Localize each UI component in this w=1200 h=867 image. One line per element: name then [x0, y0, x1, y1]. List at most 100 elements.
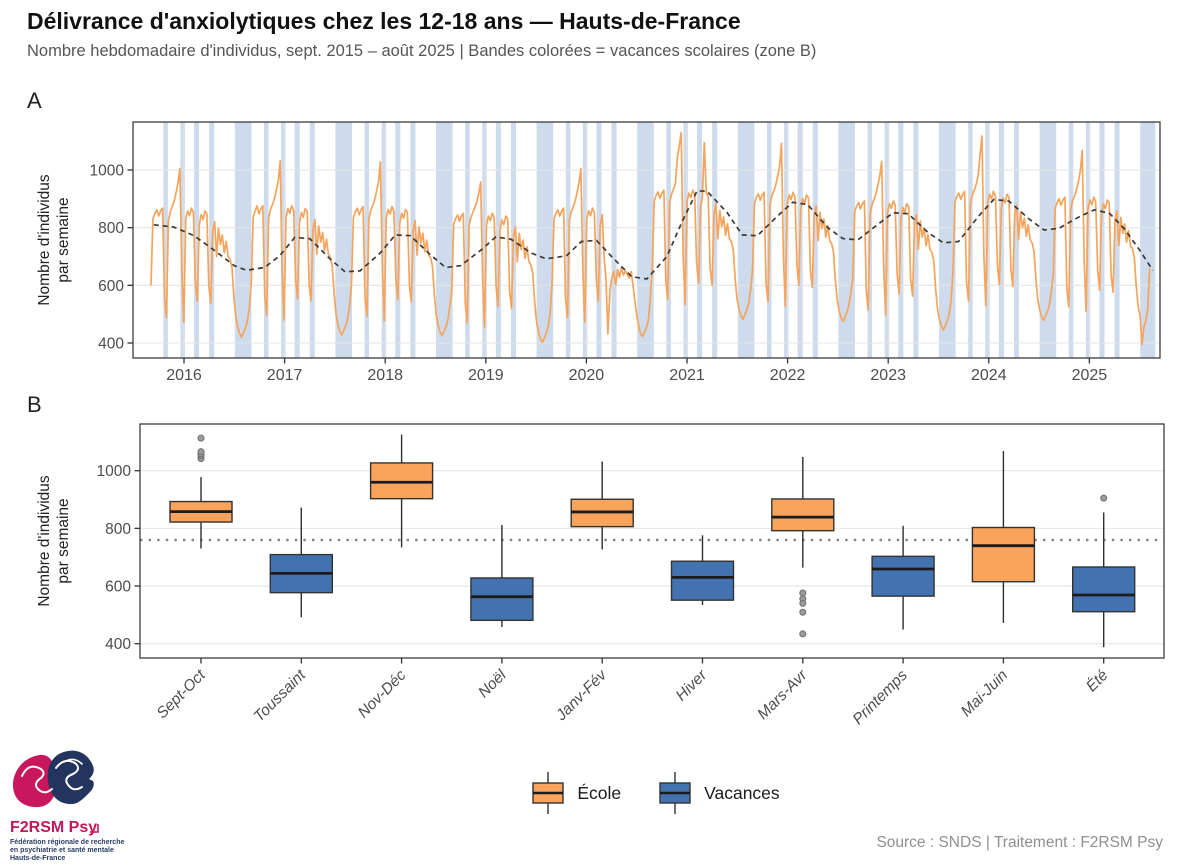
vacation-band: [611, 122, 617, 358]
logo-subtitle-line1: Fédération régionale de recherche: [10, 839, 124, 846]
boxplot-1: [169, 434, 233, 549]
timeseries-panel: 2016 2017 2018 2019 2020 2021 2022 2023 2024 2025…: [36, 121, 1161, 384]
vacation-band: [180, 122, 186, 358]
svg-text:2022: 2022: [770, 367, 806, 384]
svg-text:2025: 2025: [1072, 367, 1108, 384]
svg-text:Été: Été: [1083, 667, 1112, 696]
boxplot-9: [971, 451, 1036, 623]
vacation-band: [335, 122, 353, 358]
svg-text:Mars-Avr: Mars-Avr: [754, 666, 811, 723]
boxplot-10: [1071, 494, 1136, 648]
legend-label-ecole: École: [577, 782, 622, 803]
vacation-band: [465, 122, 470, 358]
vacation-band: [812, 122, 818, 358]
vacation-band: [596, 122, 602, 358]
outlier-point: [799, 589, 807, 597]
legend: École Vacances: [55, 770, 1200, 816]
outlier-point: [1100, 494, 1108, 502]
svg-text:2016: 2016: [166, 367, 202, 384]
vacation-band: [395, 122, 401, 358]
boxplot-glyph-ecole-icon: [532, 772, 565, 814]
legend-item-ecole: École: [530, 770, 621, 816]
boxplot-5: [570, 461, 634, 550]
weekly-series-line: [150, 131, 1151, 346]
svg-text:Janv-Fév: Janv-Fév: [552, 666, 611, 725]
svg-text:Nov-Déc: Nov-Déc: [355, 667, 410, 722]
vacation-band: [1039, 122, 1057, 358]
svg-text:1000: 1000: [97, 463, 132, 480]
boxplot-panel: Sept-Oct Toussaint Nov-Déc Noël Janv-Fév Hive…: [36, 423, 1165, 728]
vacation-band: [582, 122, 588, 358]
vacation-band: [163, 122, 168, 358]
vacation-band: [637, 122, 654, 358]
vacation-band: [1013, 122, 1019, 358]
vacation-band: [1114, 122, 1120, 358]
vacation-band: [194, 122, 200, 358]
vacation-band: [381, 122, 387, 358]
svg-text:2018: 2018: [367, 367, 403, 384]
svg-text:Sept-Oct: Sept-Oct: [154, 666, 210, 722]
svg-text:2017: 2017: [267, 367, 303, 384]
boxplot-8: [871, 525, 935, 630]
trend-dashed-line: [153, 189, 1154, 280]
svg-text:2020: 2020: [569, 367, 605, 384]
vacation-band: [737, 122, 755, 358]
svg-text:2023: 2023: [870, 367, 906, 384]
vacation-band: [536, 122, 554, 358]
svg-text:800: 800: [105, 521, 131, 538]
svg-text:Toussaint: Toussaint: [251, 666, 310, 725]
vacation-band: [998, 122, 1004, 358]
vacation-band: [495, 122, 501, 358]
svg-text:2019: 2019: [468, 367, 504, 384]
svg-text:Nombre d'individus: Nombre d'individus: [36, 475, 53, 607]
svg-text:800: 800: [98, 220, 124, 237]
logo-subtitle-line2: en psychiatrie et santé mentale: [10, 847, 114, 854]
svg-text:400: 400: [98, 336, 124, 353]
boxplot-4: [470, 524, 534, 627]
boxplot-7: [771, 456, 835, 638]
vacation-band: [913, 122, 919, 358]
source-credit: Source : SNDS | Traitement : F2RSM Psy: [876, 834, 1163, 851]
vacation-band: [565, 122, 571, 358]
svg-text:par semaine: par semaine: [55, 498, 72, 583]
vacation-band: [234, 122, 252, 358]
vacation-band: [1140, 122, 1156, 358]
logo-corner-mark-icon: [90, 824, 99, 833]
boxplot-6: [670, 535, 735, 606]
legend-item-vacances: Vacances: [657, 770, 780, 816]
svg-text:2021: 2021: [669, 367, 705, 384]
outlier-point: [799, 608, 807, 616]
svg-text:par semaine: par semaine: [55, 197, 72, 282]
legend-label-vacances: Vacances: [704, 782, 780, 803]
svg-text:600: 600: [98, 278, 124, 295]
vacation-band: [294, 122, 300, 358]
figure-subtitle: Nombre hebdomadaire d'individus, sept. 2…: [27, 42, 817, 60]
svg-text:400: 400: [105, 636, 131, 653]
svg-text:Nombre d'individus: Nombre d'individus: [36, 174, 53, 306]
vacation-band: [436, 122, 453, 358]
outlier-point: [197, 434, 205, 442]
panel-a-label: A: [27, 88, 42, 113]
vacation-band: [281, 122, 286, 358]
vacation-band: [1099, 122, 1105, 358]
vacation-band: [263, 122, 269, 358]
svg-text:2024: 2024: [971, 367, 1007, 384]
boxplot-3: [369, 434, 434, 548]
vacation-band: [1068, 122, 1074, 358]
outlier-point: [197, 448, 205, 456]
f2rsm-logo: F2RSM Psy Fédération régionale de recher…: [10, 750, 124, 862]
panel-b-label: B: [27, 392, 42, 417]
svg-text:Noël: Noël: [475, 666, 510, 701]
logo-subtitle-line3: Hauts-de-France: [10, 855, 65, 862]
vacation-band: [364, 122, 370, 358]
logo-heads-icon: [12, 750, 94, 808]
vacation-band: [838, 122, 856, 358]
svg-text:600: 600: [105, 579, 131, 596]
outlier-point: [799, 599, 807, 607]
svg-text:Mai-Juin: Mai-Juin: [958, 667, 1011, 720]
svg-text:Hiver: Hiver: [673, 666, 711, 704]
boxplot-2: [269, 507, 333, 618]
svg-text:1000: 1000: [90, 163, 125, 180]
